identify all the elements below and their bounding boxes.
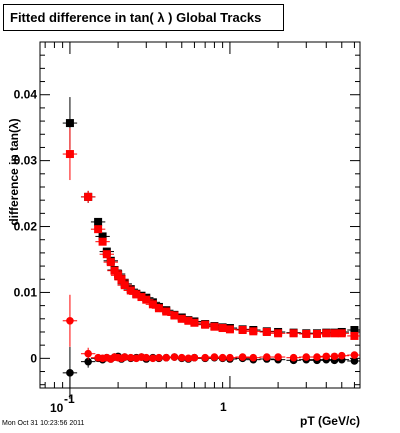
data-point-circle xyxy=(330,352,339,361)
data-point-square xyxy=(201,320,210,329)
x-axis xyxy=(44,42,355,388)
data-point-square xyxy=(65,150,74,159)
data-point-circle xyxy=(162,353,171,362)
data-point-circle xyxy=(218,353,227,362)
data-point-circle xyxy=(350,351,359,359)
y-tick-label: 0 xyxy=(30,351,37,365)
data-point-circle xyxy=(142,353,151,362)
data-point-circle xyxy=(337,351,346,360)
data-point-square xyxy=(142,295,151,304)
x-tick-label-exponent: -1 xyxy=(64,392,75,406)
data-point-square xyxy=(210,322,219,331)
data-point-circle xyxy=(177,353,186,362)
data-point-square xyxy=(262,327,271,336)
data-point-circle xyxy=(322,352,331,361)
data-point-circle xyxy=(274,353,282,361)
data-point-square xyxy=(106,258,115,267)
data-point-square xyxy=(350,326,359,335)
data-point-circle xyxy=(155,353,163,362)
data-point-circle xyxy=(302,353,311,361)
data-point-circle xyxy=(249,353,258,362)
data-point-circle xyxy=(263,353,271,361)
timestamp: Mon Oct 31 10:23:56 2011 xyxy=(2,420,85,427)
data-point-square xyxy=(65,119,74,128)
data-point-square xyxy=(120,281,129,290)
data-point-square xyxy=(190,318,199,327)
data-point-square xyxy=(148,300,157,309)
data-marks xyxy=(62,97,360,399)
data-point-square xyxy=(110,266,119,275)
chart-title: Fitted difference in tan( λ ) Global Tra… xyxy=(3,4,284,31)
data-point-square xyxy=(137,293,146,302)
data-point-square xyxy=(350,331,359,340)
data-point-circle xyxy=(201,353,209,362)
data-point-square xyxy=(249,327,258,336)
x-axis-title: pT (GeV/c) xyxy=(300,414,360,428)
data-point-square xyxy=(84,192,93,201)
y-tick-label: 0.03 xyxy=(14,154,38,168)
data-point-square xyxy=(322,329,331,338)
data-point-circle xyxy=(190,353,199,362)
data-point-square xyxy=(114,271,123,280)
data-point-circle xyxy=(350,357,359,365)
data-point-circle xyxy=(66,316,74,325)
data-point-square xyxy=(98,232,107,241)
data-point-circle xyxy=(84,357,92,366)
y-tick-label: 0.01 xyxy=(14,285,38,299)
plot-frame xyxy=(39,41,361,389)
data-point-square xyxy=(330,329,339,338)
data-point-square xyxy=(126,286,135,295)
data-point-square xyxy=(102,250,111,259)
data-point-circle xyxy=(313,353,321,361)
data-point-circle xyxy=(289,353,298,362)
x-tick-label-0: 10 xyxy=(50,401,64,415)
y-axis-title: difference in tan(λ) xyxy=(7,118,21,225)
data-point-square xyxy=(312,329,321,338)
data-point-circle xyxy=(66,369,74,377)
data-point-square xyxy=(154,304,163,313)
data-point-square xyxy=(170,311,179,320)
data-point-square xyxy=(289,329,298,338)
y-tick-label: 0.02 xyxy=(14,220,38,234)
data-point-circle xyxy=(184,354,193,363)
data-point-square xyxy=(94,225,103,234)
data-point-square xyxy=(177,314,186,323)
data-point-circle xyxy=(149,354,157,363)
data-point-circle xyxy=(126,353,135,362)
data-point-square xyxy=(238,326,247,335)
data-point-square xyxy=(94,217,103,226)
data-point-circle xyxy=(120,353,129,361)
data-point-circle xyxy=(226,353,234,362)
data-point-circle xyxy=(210,353,219,361)
data-point-square xyxy=(162,307,171,316)
data-point-square xyxy=(98,237,107,246)
data-point-square xyxy=(218,324,227,333)
data-point-square xyxy=(132,290,141,299)
y-axis: 0 0.01 0.02 0.03 0.04 xyxy=(14,54,360,386)
data-point-square xyxy=(225,325,234,334)
data-point-circle xyxy=(238,353,247,361)
x-tick-label-1: 1 xyxy=(220,400,227,414)
y-tick-label: 0.04 xyxy=(14,88,38,102)
data-point-square xyxy=(274,329,283,338)
data-point-square xyxy=(117,275,126,284)
data-point-square xyxy=(302,329,311,338)
data-point-square xyxy=(337,329,346,338)
data-point-circle xyxy=(170,353,179,361)
data-point-square xyxy=(184,316,193,325)
data-point-circle xyxy=(84,349,92,358)
